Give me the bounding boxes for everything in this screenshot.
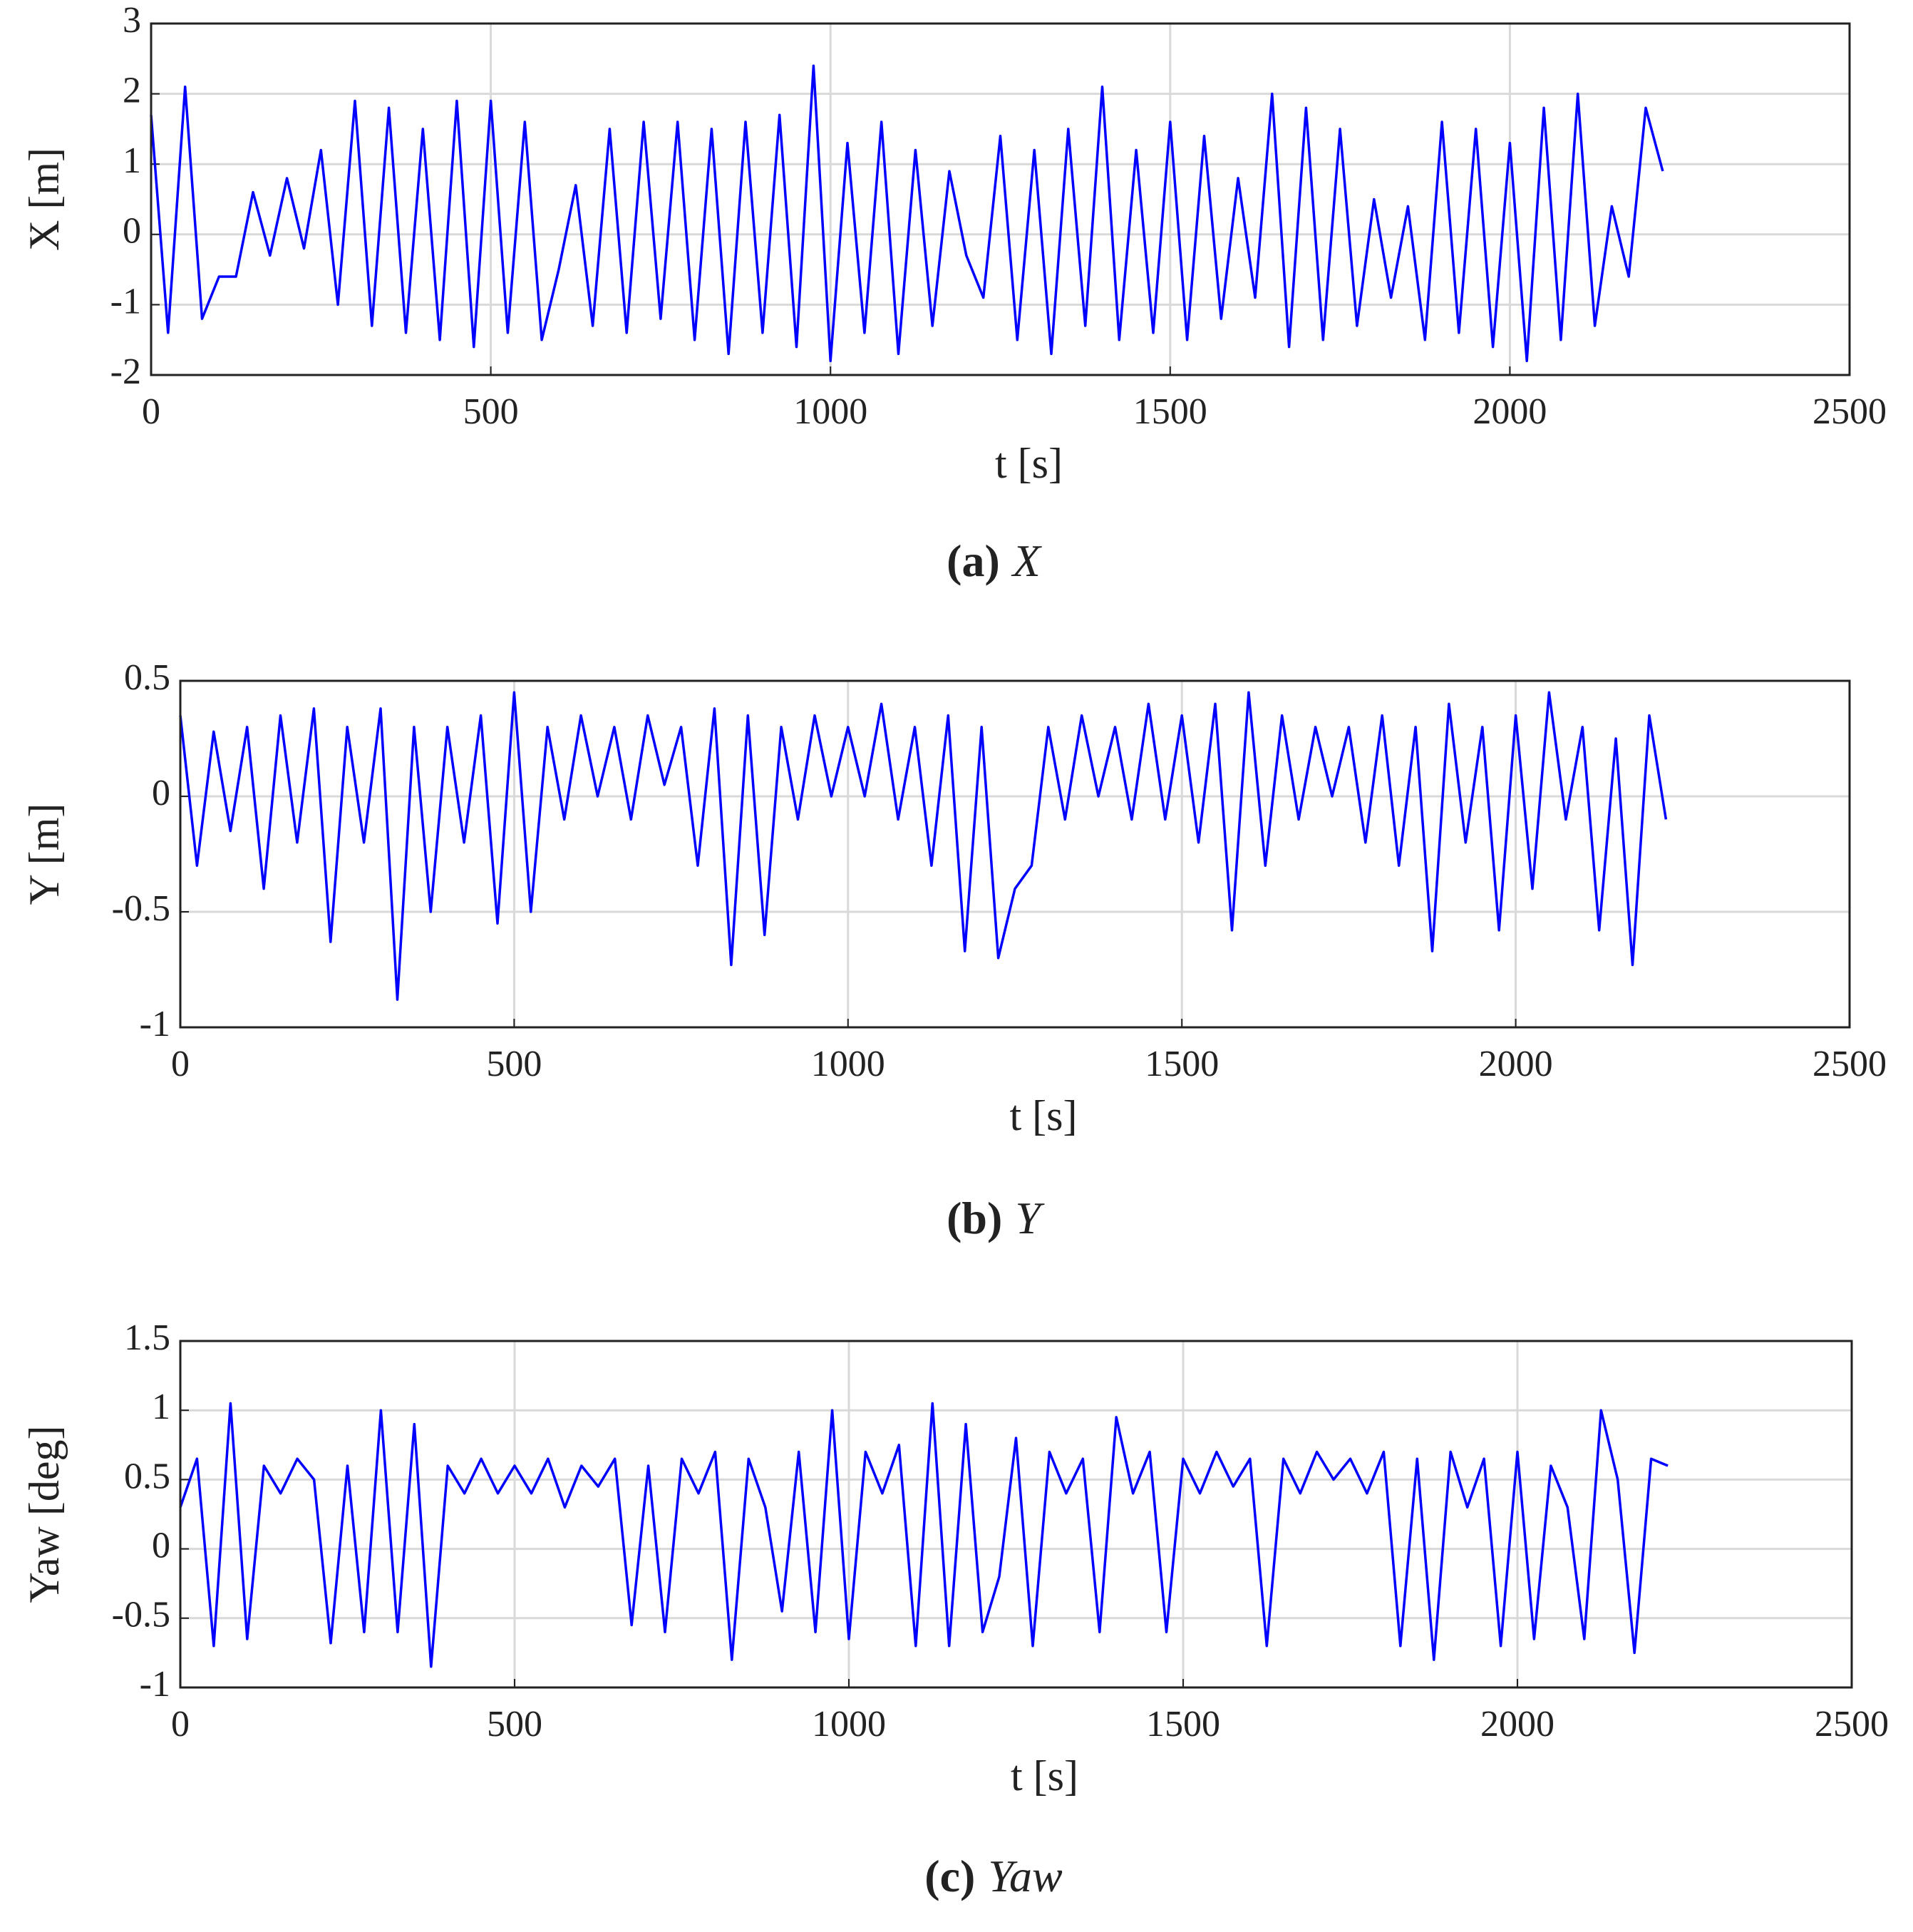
caption-label: (c) (924, 1851, 975, 1901)
y-tick-label: 2 (123, 71, 141, 111)
x-tick-label: 0 (171, 1044, 190, 1084)
caption: (c) Yaw (924, 1851, 1063, 1901)
x-axis-label: t [s] (1010, 1092, 1078, 1139)
y-tick-label: 0 (152, 773, 170, 813)
y-tick-label: 3 (123, 0, 141, 41)
plot-frame (179, 679, 1851, 1029)
x-tick-label: 1500 (1146, 1704, 1220, 1745)
x-tick-label: 2500 (1813, 391, 1887, 432)
x-tick-label: 1000 (812, 1704, 886, 1745)
data-line (179, 1402, 1669, 1668)
plot-frame (179, 1340, 1853, 1689)
caption-text: Y (1015, 1193, 1045, 1243)
y-tick-label: -1 (140, 1664, 170, 1705)
y-tick-label: 0.5 (124, 1456, 170, 1496)
x-tick-label: 2000 (1479, 1044, 1553, 1084)
y-tick-label: 1.5 (124, 1317, 170, 1358)
y-tick-label: -0.5 (112, 1595, 170, 1635)
x-tick-label: 500 (463, 391, 519, 432)
x-tick-label: 0 (171, 1704, 190, 1745)
caption: (a) X (947, 535, 1043, 586)
y-tick-label: -0.5 (112, 888, 170, 929)
x-tick-label: 1500 (1145, 1044, 1219, 1084)
x-tick-label: 500 (486, 1044, 542, 1084)
data-line (150, 64, 1664, 363)
y-axis-label: Y [m] (21, 803, 68, 905)
caption-label: (b) (947, 1193, 1002, 1243)
x-tick-label: 1000 (811, 1044, 885, 1084)
x-tick-label: 500 (487, 1704, 542, 1745)
x-tick-label: 1500 (1133, 391, 1207, 432)
caption: (b) Y (947, 1193, 1045, 1243)
caption-label: (a) (947, 535, 1000, 586)
y-tick-label: 0 (123, 211, 141, 252)
x-tick-label: 0 (142, 391, 160, 432)
y-tick-label: -1 (110, 281, 141, 322)
y-axis-label: X [m] (21, 148, 68, 251)
x-tick-label: 2000 (1473, 391, 1547, 432)
x-tick-label: 2500 (1815, 1704, 1889, 1745)
caption-text: X (1011, 535, 1043, 586)
x-tick-label: 2500 (1813, 1044, 1887, 1084)
x-axis-label: t [s] (1011, 1752, 1078, 1799)
y-tick-label: -2 (110, 351, 141, 392)
y-tick-label: -1 (140, 1004, 170, 1044)
x-tick-label: 2000 (1480, 1704, 1554, 1745)
y-tick-label: 0 (152, 1526, 170, 1566)
y-axis-label: Yaw [deg] (21, 1426, 68, 1603)
y-tick-label: 1 (123, 140, 141, 181)
plot-frame (150, 22, 1851, 376)
y-tick-label: 0.5 (124, 657, 170, 698)
caption-text: Yaw (988, 1851, 1063, 1901)
x-tick-label: 1000 (793, 391, 867, 432)
x-axis-label: t [s] (995, 440, 1063, 487)
y-tick-label: 1 (152, 1387, 170, 1427)
data-line (179, 691, 1668, 1001)
